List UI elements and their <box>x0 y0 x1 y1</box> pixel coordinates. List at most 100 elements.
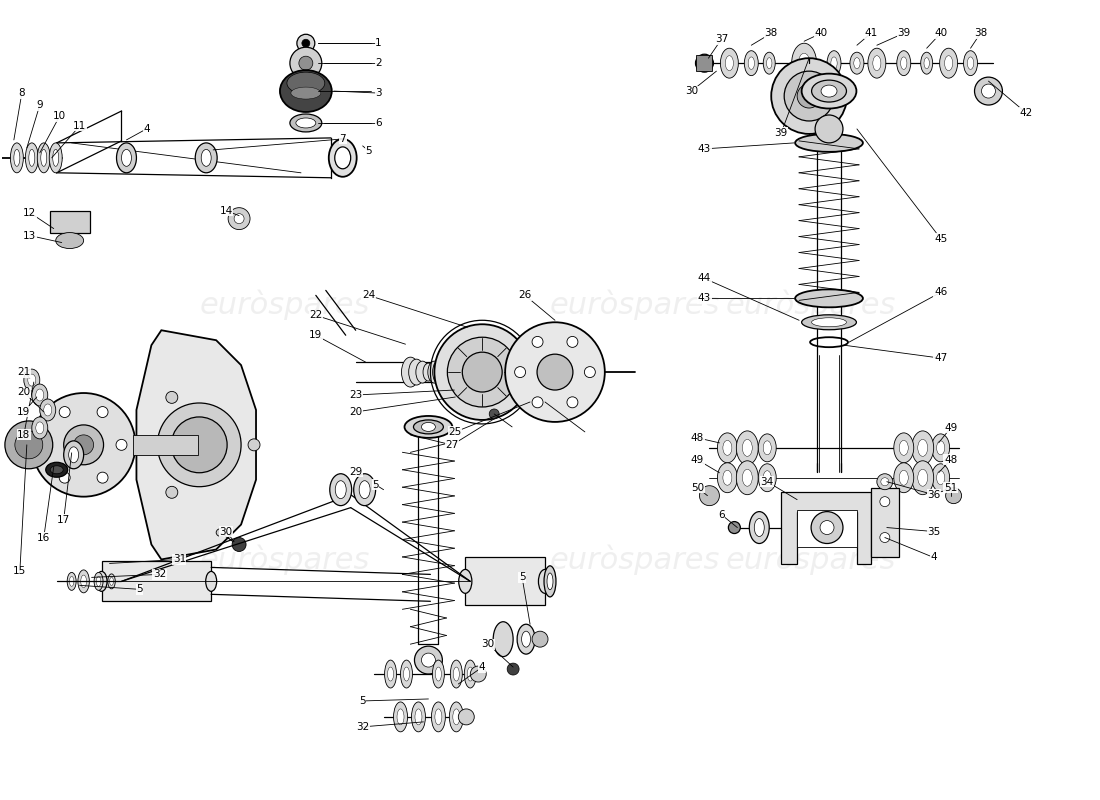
Circle shape <box>32 393 135 497</box>
Ellipse shape <box>717 462 737 493</box>
Ellipse shape <box>917 439 927 456</box>
Circle shape <box>881 478 889 486</box>
Ellipse shape <box>195 143 217 173</box>
Ellipse shape <box>416 361 429 383</box>
Text: 20: 20 <box>349 407 362 417</box>
Circle shape <box>421 653 436 667</box>
Ellipse shape <box>36 389 44 401</box>
Circle shape <box>59 406 70 418</box>
Bar <box>696 55 713 71</box>
Bar <box>133 435 198 455</box>
Text: 5: 5 <box>136 584 143 594</box>
Bar <box>871 488 899 558</box>
Ellipse shape <box>544 566 556 597</box>
Ellipse shape <box>32 417 47 439</box>
Text: 4: 4 <box>143 124 150 134</box>
Ellipse shape <box>434 709 442 725</box>
Circle shape <box>59 472 70 483</box>
Ellipse shape <box>547 573 553 590</box>
Circle shape <box>301 39 310 47</box>
Ellipse shape <box>725 56 734 70</box>
Ellipse shape <box>290 114 322 132</box>
Circle shape <box>784 71 834 121</box>
Circle shape <box>532 337 543 347</box>
Ellipse shape <box>453 667 460 681</box>
Ellipse shape <box>736 431 758 465</box>
Text: 30: 30 <box>685 86 698 96</box>
Ellipse shape <box>25 143 39 173</box>
Ellipse shape <box>387 667 394 681</box>
Text: 24: 24 <box>362 290 375 300</box>
Ellipse shape <box>78 570 89 593</box>
Ellipse shape <box>827 50 842 76</box>
Ellipse shape <box>24 369 40 391</box>
Text: 18: 18 <box>18 430 31 440</box>
Text: 1: 1 <box>375 38 382 48</box>
Ellipse shape <box>799 54 810 73</box>
Ellipse shape <box>110 578 113 586</box>
Ellipse shape <box>394 702 407 732</box>
Ellipse shape <box>936 470 945 485</box>
Ellipse shape <box>405 416 452 438</box>
Circle shape <box>116 439 127 450</box>
Circle shape <box>532 631 548 647</box>
Circle shape <box>946 488 961 504</box>
Ellipse shape <box>459 570 472 594</box>
Ellipse shape <box>121 150 132 166</box>
Text: 39: 39 <box>774 128 788 138</box>
Circle shape <box>232 538 246 551</box>
Ellipse shape <box>354 474 375 506</box>
Text: 27: 27 <box>446 440 459 450</box>
Text: 16: 16 <box>37 533 51 542</box>
Text: 25: 25 <box>449 427 462 437</box>
Text: euròspares: euròspares <box>550 544 720 574</box>
Text: 48: 48 <box>691 433 704 443</box>
Ellipse shape <box>56 233 84 249</box>
Ellipse shape <box>755 518 764 537</box>
Ellipse shape <box>758 434 777 462</box>
Ellipse shape <box>748 57 755 70</box>
Ellipse shape <box>720 48 738 78</box>
Circle shape <box>434 324 530 420</box>
Ellipse shape <box>68 447 78 462</box>
Ellipse shape <box>217 529 227 537</box>
Ellipse shape <box>421 422 436 431</box>
Circle shape <box>299 56 312 70</box>
Text: 23: 23 <box>349 390 362 400</box>
Ellipse shape <box>414 420 443 434</box>
Text: 50: 50 <box>691 482 704 493</box>
Circle shape <box>584 366 595 378</box>
Ellipse shape <box>334 147 351 169</box>
Ellipse shape <box>46 462 68 478</box>
Text: 11: 11 <box>73 121 86 131</box>
Ellipse shape <box>69 577 74 586</box>
Ellipse shape <box>32 384 47 406</box>
Ellipse shape <box>67 572 76 590</box>
Ellipse shape <box>80 575 87 588</box>
Ellipse shape <box>917 470 927 486</box>
Ellipse shape <box>763 52 776 74</box>
Text: 40: 40 <box>934 28 947 38</box>
Bar <box>50 210 89 233</box>
Ellipse shape <box>108 574 115 589</box>
Polygon shape <box>136 330 256 559</box>
Text: 19: 19 <box>18 407 31 417</box>
Circle shape <box>172 417 227 473</box>
Ellipse shape <box>932 464 949 492</box>
Ellipse shape <box>795 134 862 152</box>
Text: 15: 15 <box>13 566 26 577</box>
Ellipse shape <box>432 660 444 688</box>
Circle shape <box>415 646 442 674</box>
Ellipse shape <box>763 470 771 485</box>
Ellipse shape <box>894 462 914 493</box>
Bar <box>101 562 211 602</box>
Ellipse shape <box>41 150 47 166</box>
Ellipse shape <box>736 461 758 494</box>
Text: 38: 38 <box>764 28 778 38</box>
Ellipse shape <box>64 441 84 469</box>
Text: 5: 5 <box>360 696 366 706</box>
Ellipse shape <box>723 440 732 455</box>
Ellipse shape <box>939 48 958 78</box>
Text: 20: 20 <box>18 387 31 397</box>
Ellipse shape <box>745 50 758 76</box>
